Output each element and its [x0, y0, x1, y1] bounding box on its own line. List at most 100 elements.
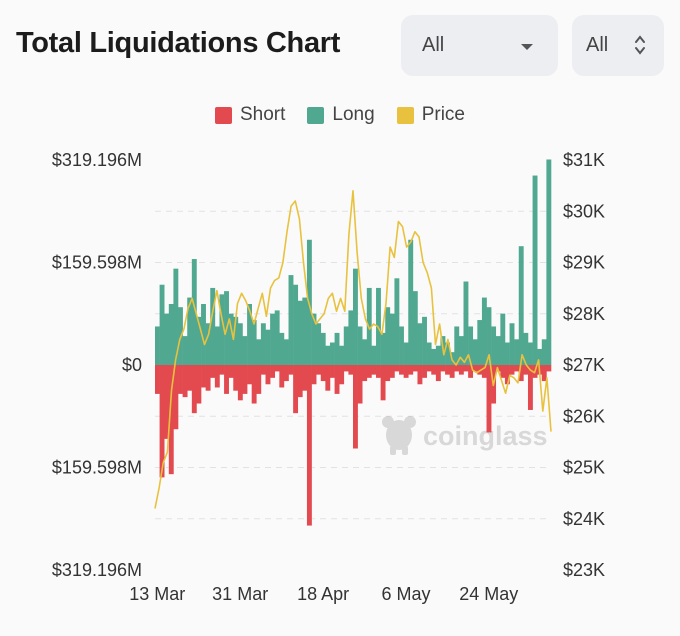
long-bar[interactable]: [509, 323, 515, 365]
short-bar[interactable]: [168, 365, 174, 475]
long-bar[interactable]: [293, 284, 299, 365]
short-bar[interactable]: [472, 365, 478, 372]
long-bar[interactable]: [247, 303, 252, 365]
short-bar[interactable]: [293, 365, 299, 414]
long-bar[interactable]: [532, 175, 538, 365]
short-bar[interactable]: [376, 365, 381, 378]
short-bar[interactable]: [435, 365, 441, 382]
long-bar[interactable]: [164, 313, 170, 365]
short-bar[interactable]: [288, 365, 294, 375]
short-bar[interactable]: [523, 365, 529, 375]
short-bar[interactable]: [205, 365, 211, 391]
long-bar[interactable]: [329, 342, 335, 365]
long-bar[interactable]: [412, 291, 418, 365]
short-bar[interactable]: [164, 365, 170, 439]
short-bar[interactable]: [214, 365, 220, 388]
long-bar[interactable]: [265, 329, 271, 365]
long-bar[interactable]: [431, 348, 437, 365]
short-bar[interactable]: [463, 365, 469, 372]
long-bar[interactable]: [343, 326, 349, 365]
short-bar[interactable]: [509, 365, 515, 375]
short-bar[interactable]: [178, 365, 183, 394]
short-bar[interactable]: [228, 365, 234, 378]
short-bar[interactable]: [283, 365, 289, 382]
long-bar[interactable]: [514, 339, 520, 365]
long-bar[interactable]: [491, 326, 497, 365]
long-bar[interactable]: [237, 323, 243, 365]
short-bar[interactable]: [445, 365, 450, 375]
short-bar[interactable]: [389, 365, 395, 378]
short-bar[interactable]: [182, 365, 188, 398]
long-bar[interactable]: [463, 281, 469, 365]
long-bar[interactable]: [389, 313, 395, 365]
long-bar[interactable]: [196, 316, 202, 365]
short-bar[interactable]: [440, 365, 446, 372]
short-bar[interactable]: [260, 365, 266, 375]
short-bar[interactable]: [417, 365, 423, 385]
long-bar[interactable]: [214, 326, 220, 365]
short-bar[interactable]: [325, 365, 331, 391]
long-bar[interactable]: [537, 348, 543, 365]
short-bar[interactable]: [504, 365, 510, 385]
short-bar[interactable]: [486, 365, 492, 433]
long-bar[interactable]: [173, 268, 179, 365]
short-bar[interactable]: [279, 365, 285, 388]
short-bar[interactable]: [242, 365, 248, 394]
long-bar[interactable]: [504, 342, 510, 365]
long-bar[interactable]: [279, 332, 285, 365]
short-bar[interactable]: [320, 365, 326, 382]
short-bar[interactable]: [348, 365, 354, 375]
short-bar[interactable]: [477, 365, 483, 375]
short-bar[interactable]: [500, 365, 506, 378]
exchange-select[interactable]: All: [401, 15, 558, 76]
short-bar[interactable]: [408, 365, 414, 375]
long-bar[interactable]: [334, 332, 340, 365]
short-bar[interactable]: [274, 365, 280, 372]
short-bar[interactable]: [546, 365, 552, 372]
long-bar[interactable]: [380, 332, 386, 365]
long-bar[interactable]: [422, 316, 427, 365]
short-bar[interactable]: [196, 365, 202, 404]
long-bar[interactable]: [353, 268, 358, 365]
short-bar[interactable]: [403, 365, 409, 378]
long-bar[interactable]: [495, 336, 501, 365]
long-bar[interactable]: [468, 326, 474, 365]
short-bar[interactable]: [394, 365, 400, 372]
short-bar[interactable]: [412, 365, 418, 372]
short-bar[interactable]: [481, 365, 487, 378]
short-bar[interactable]: [366, 365, 372, 378]
short-bar[interactable]: [339, 365, 345, 385]
short-bar[interactable]: [468, 365, 474, 378]
short-bar[interactable]: [201, 365, 206, 388]
long-bar[interactable]: [362, 339, 368, 365]
long-bar[interactable]: [155, 326, 160, 365]
long-bar[interactable]: [408, 239, 414, 365]
long-bar[interactable]: [541, 339, 547, 365]
long-bar[interactable]: [477, 320, 483, 365]
long-bar[interactable]: [518, 246, 524, 365]
long-bar[interactable]: [187, 297, 193, 365]
short-bar[interactable]: [191, 365, 197, 414]
long-bar[interactable]: [228, 313, 234, 365]
short-bar[interactable]: [270, 365, 276, 378]
short-bar[interactable]: [422, 365, 427, 378]
short-bar[interactable]: [371, 365, 377, 375]
long-bar[interactable]: [527, 342, 533, 365]
long-bar[interactable]: [348, 310, 354, 365]
long-bar[interactable]: [219, 294, 225, 365]
short-bar[interactable]: [362, 365, 368, 382]
short-bar[interactable]: [449, 365, 455, 378]
short-bar[interactable]: [173, 365, 179, 430]
short-bar[interactable]: [385, 365, 391, 382]
short-bar[interactable]: [256, 365, 262, 394]
short-bar[interactable]: [237, 365, 243, 401]
short-bar[interactable]: [518, 365, 524, 382]
long-bar[interactable]: [233, 316, 239, 365]
long-bar[interactable]: [182, 336, 188, 365]
short-bar[interactable]: [431, 365, 437, 375]
short-bar[interactable]: [159, 365, 165, 478]
long-bar[interactable]: [270, 313, 276, 365]
long-bar[interactable]: [523, 332, 529, 365]
short-bar[interactable]: [265, 365, 271, 385]
short-bar[interactable]: [155, 365, 160, 394]
